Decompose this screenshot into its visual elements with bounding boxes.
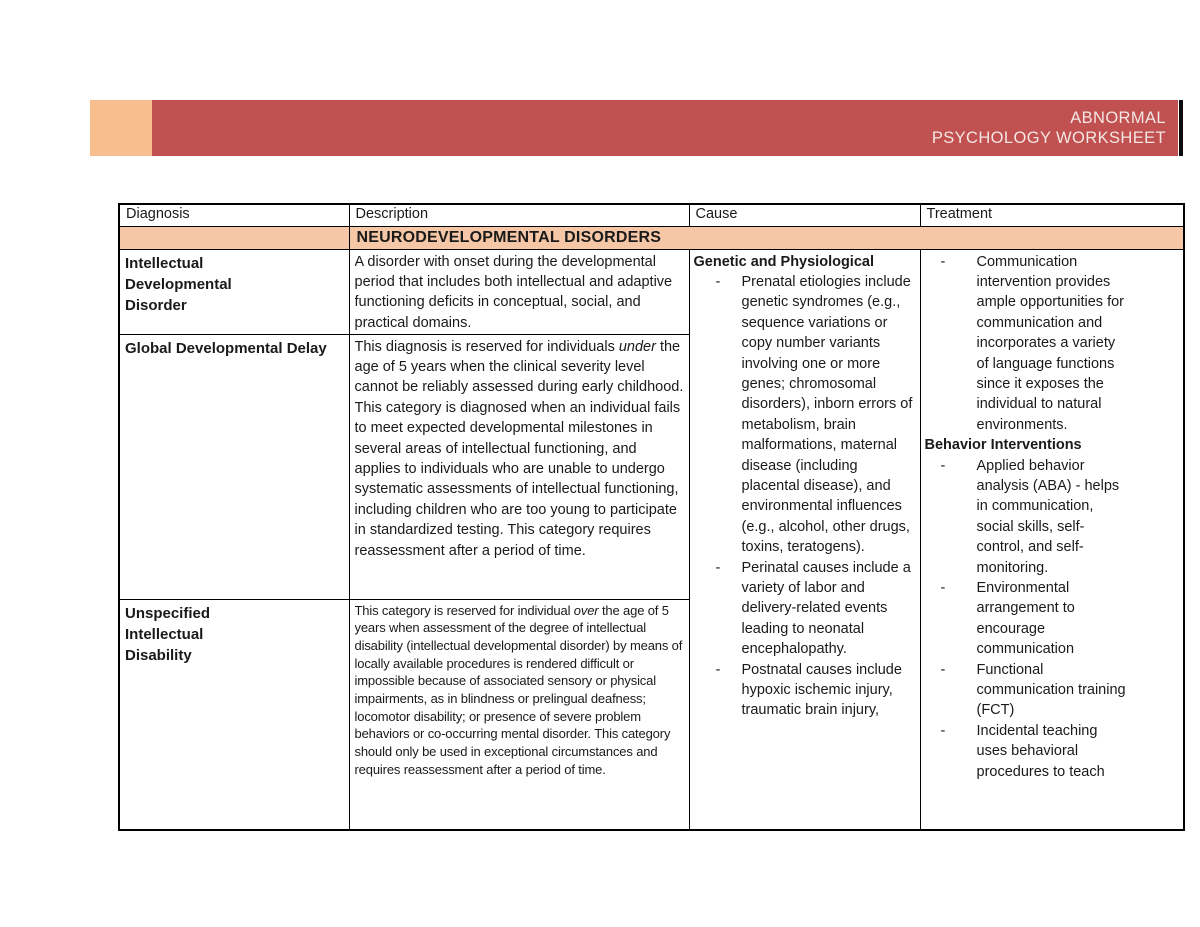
diagnosis-cell: Global Developmental Delay: [118, 333, 350, 600]
banner-accent-square: [90, 100, 152, 156]
col-header-diagnosis: Diagnosis: [118, 203, 350, 227]
title-line-2: PSYCHOLOGY WORKSHEET: [931, 129, 1166, 147]
col-header-cause: Cause: [688, 203, 921, 227]
section-band-row: NEURODEVELOPMENTAL DISORDERS: [118, 225, 1185, 250]
cause-bullet: - Postnatal causes include hypoxic ischem…: [694, 660, 918, 721]
diagnosis-cell: Intellectual Developmental Disorder: [118, 248, 350, 335]
diagnosis-line: Intellectual: [125, 625, 204, 643]
bullet-marker: -: [940, 661, 946, 678]
cause-heading: Genetic and Physiological: [693, 253, 875, 270]
cause-bullet: - Perinatal causes include a variety of l…: [694, 558, 918, 660]
table-row-intellectual-developmental-disorder: Intellectual Developmental Disorder A di…: [118, 248, 1185, 830]
diagnosis-line: Intellectual: [125, 254, 204, 272]
diagnosis-line: Developmental: [125, 275, 232, 293]
description-text: This category is reserved for individual: [354, 602, 574, 618]
table-header-row: Diagnosis Description Cause Treatment: [118, 203, 1185, 227]
worksheet-title: ABNORMAL PSYCHOLOGY WORKSHEET: [932, 108, 1166, 148]
bullet-marker: -: [715, 559, 721, 576]
bullet-text: Communication intervention provides ampl…: [976, 253, 1125, 433]
bullet-text: Applied behavior analysis (ABA) - helps …: [976, 457, 1120, 576]
treatment-bullet: - Incidental teaching uses behavioral pro…: [925, 721, 1182, 782]
col-header-treatment: Treatment: [919, 203, 1185, 227]
cause-cell: Genetic and Physiological - Prenatal etio…: [688, 248, 921, 830]
banner-right-border: [1179, 100, 1183, 156]
col-header-description: Description: [348, 203, 690, 227]
description-text: This diagnosis is reserved for individua…: [354, 338, 619, 355]
description-text: A disorder with onset during the develop…: [354, 253, 673, 331]
treatment-bullet: - Functional communication training (FCT): [925, 660, 1182, 721]
bullet-text: Perinatal causes include a variety of la…: [741, 559, 911, 658]
treatment-cell: - Communication intervention provides amp…: [919, 248, 1185, 830]
diagnosis-line: Disorder: [125, 296, 187, 314]
description-italic: under: [618, 338, 656, 355]
disorders-table: Diagnosis Description Cause Treatment NE…: [118, 203, 1185, 831]
description-italic: over: [573, 602, 599, 618]
treatment-heading: Behavior Interventions: [924, 437, 1082, 454]
table-row-unspecified-intellectual-disability: Unspecified Intellectual Disability This…: [118, 598, 1184, 830]
diagnosis-line: Unspecified: [125, 604, 211, 622]
bullet-text: Functional communication training (FCT): [976, 661, 1126, 719]
bullet-marker: -: [940, 580, 946, 596]
section-title: NEURODEVELOPMENTAL DISORDERS: [348, 225, 1185, 250]
bullet-marker: -: [715, 661, 721, 678]
treatment-bullet: - Applied behavior analysis (ABA) - helps…: [925, 456, 1182, 578]
description-cell: This diagnosis is reserved for individua…: [348, 333, 690, 600]
bullet-text: Environmental arrangement to encourage c…: [976, 580, 1075, 658]
description-cell: A disorder with onset during the develop…: [348, 248, 690, 335]
diagnosis-line: Disability: [125, 646, 192, 664]
table-row-global-developmental-delay: Global Developmental Delay This diagnosi…: [118, 333, 1184, 600]
bullet-text: Prenatal etiologies include genetic synd…: [741, 273, 913, 556]
bullet-marker: -: [940, 722, 946, 739]
bullet-marker: -: [715, 273, 721, 290]
description-text: the age of 5 years when assessment of th…: [354, 602, 683, 777]
header-banner: ABNORMAL PSYCHOLOGY WORKSHEET: [152, 100, 1178, 156]
treatment-bullet: - Environmental arrangement to encourage …: [925, 578, 1182, 660]
bullet-marker: -: [940, 457, 946, 474]
diagnosis-cell: Unspecified Intellectual Disability: [118, 598, 350, 830]
title-line-1: ABNORMAL: [1070, 109, 1166, 127]
bullet-text: Incidental teaching uses behavioral proc…: [976, 722, 1105, 780]
treatment-bullet: - Communication intervention provides amp…: [925, 252, 1182, 436]
bullet-marker: -: [940, 253, 946, 270]
diagnosis-line: Global Developmental Delay: [125, 339, 327, 357]
cause-bullet: - Prenatal etiologies include genetic syn…: [694, 272, 918, 558]
description-cell: This category is reserved for individual…: [348, 598, 690, 830]
band-empty-cell: [118, 225, 350, 250]
description-text: the age of 5 years when the clinical sev…: [354, 338, 684, 559]
bullet-text: Postnatal causes include hypoxic ischemi…: [741, 661, 902, 719]
